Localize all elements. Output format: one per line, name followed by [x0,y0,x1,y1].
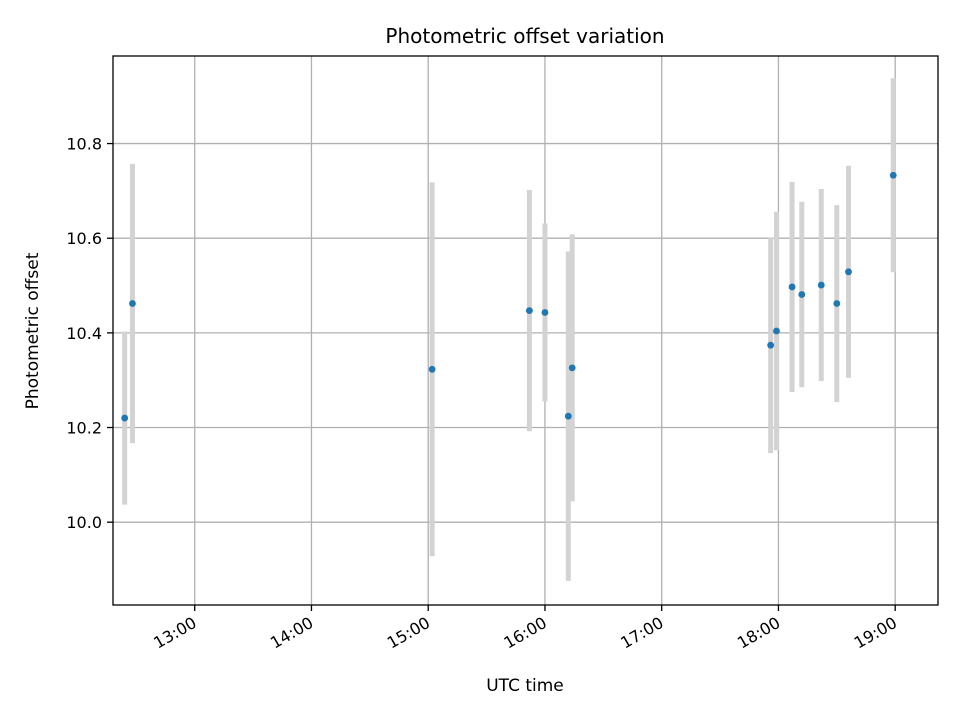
plot-frame [112,55,939,606]
data-point [798,291,806,298]
y-axis-title: Photometric offset [23,252,43,409]
data-point [817,281,825,289]
data-points [121,171,897,422]
y-tick-label: 10.6 [66,229,102,248]
x-tick-label: 14:00 [267,613,316,653]
y-tick-label: 10.0 [66,513,102,532]
x-tick-label: 18:00 [734,613,783,653]
y-tick-label: 10.2 [66,419,102,438]
y-tick-label: 10.4 [66,324,102,343]
data-point [773,327,780,335]
x-tick-label: 16:00 [501,613,550,653]
x-tick-label: 19:00 [851,613,900,653]
data-point [564,412,572,420]
data-point [845,268,852,276]
grid-lines [113,56,938,605]
x-tick-label: 15:00 [384,613,433,653]
x-axis-ticks: 13:00 14:00 15:00 16:00 17:00 18:00 19:00 [150,605,900,653]
y-tick-label: 10.8 [66,135,102,154]
x-tick-label: 13:00 [150,613,199,653]
x-tick-label: 17:00 [617,613,666,653]
data-point [541,309,549,316]
data-point [767,341,775,349]
data-point [788,283,796,291]
data-point [889,171,897,179]
chart-title: Photometric offset variation [385,24,664,48]
data-point [428,365,436,373]
y-axis-ticks: 10.0 10.2 10.4 10.6 10.8 [66,135,113,532]
data-point [568,364,576,372]
data-point [833,300,841,307]
data-point [129,300,136,307]
data-point [525,307,533,315]
x-axis-title: UTC time [486,676,564,696]
data-point [121,414,129,422]
